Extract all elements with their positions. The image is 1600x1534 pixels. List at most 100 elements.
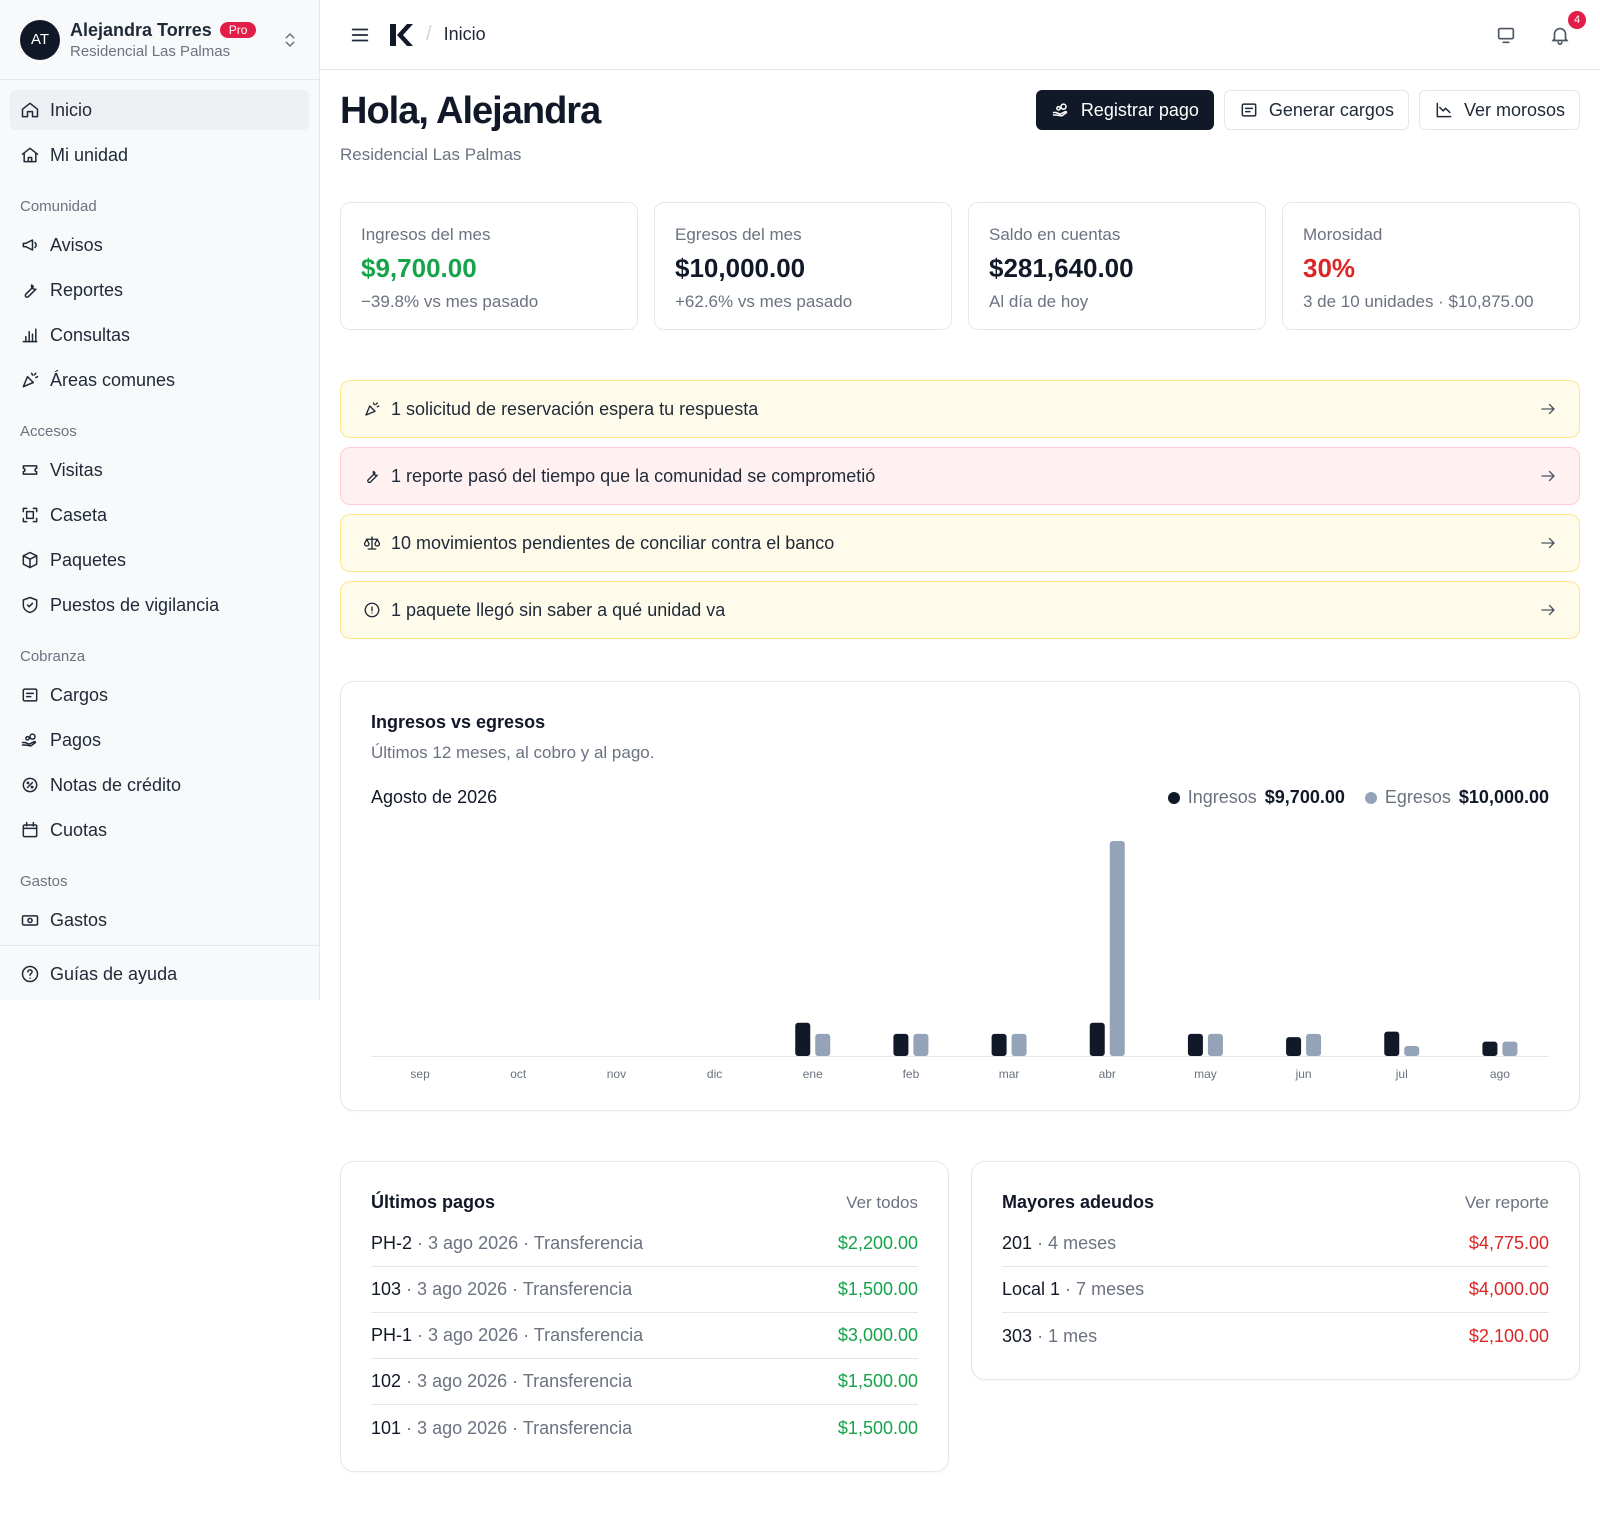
row-unit: PH-1	[371, 1325, 413, 1345]
sidebar-item-inicio[interactable]: Inicio	[10, 90, 309, 130]
x-tick-label: jun	[1295, 1067, 1312, 1081]
bar-ingresos-ene[interactable]	[795, 1022, 811, 1056]
bar-ingresos-may[interactable]	[1187, 1033, 1203, 1056]
menu-button[interactable]	[340, 15, 380, 55]
sidebar-item-label: Puestos de vigilancia	[50, 594, 220, 615]
legend-ingresos: Ingresos $9,700.00	[1167, 787, 1345, 808]
sidebar-item-avisos[interactable]: Avisos	[10, 225, 309, 265]
row-unit: 303	[1002, 1325, 1033, 1346]
notifications-button[interactable]: 4	[1540, 10, 1586, 55]
party-icon	[365, 402, 380, 416]
sidebar-item-puestos-de-vigilancia[interactable]: Puestos de vigilancia	[10, 585, 309, 625]
bar-egresos-mar[interactable]	[1011, 1033, 1027, 1056]
table-row[interactable]: 303 · 1 mes $2,100.00	[1002, 1313, 1549, 1359]
community-switcher[interactable]: AT Alejandra Torres Pro Residencial Las …	[0, 0, 319, 80]
x-tick-label: mar	[999, 1067, 1020, 1081]
bar-ingresos-jun[interactable]	[1286, 1037, 1302, 1056]
x-tick-label: ene	[803, 1067, 823, 1081]
sidebar-item-areas-comunes[interactable]: Áreas comunes	[10, 360, 309, 400]
sidebar-item-consultas[interactable]: Consultas	[10, 315, 309, 355]
row-amount: $1,500.00	[837, 1279, 918, 1299]
debts-list: 201 · 4 meses $4,775.00 Local 1 · 7 meses $…	[1002, 1221, 1549, 1359]
help-circle-icon	[21, 965, 39, 983]
row-amount: $4,775.00	[1468, 1233, 1549, 1253]
table-row[interactable]: Local 1 · 7 meses $4,000.00	[1002, 1267, 1549, 1313]
row-meta: · 1 mes	[1037, 1325, 1098, 1346]
sidebar-item-cargos[interactable]: Cargos	[10, 675, 309, 715]
table-row[interactable]: PH-2 · 3 ago 2026 · Transferencia $2,200.…	[371, 1221, 918, 1267]
generate-charges-button[interactable]: Generar cargos	[1223, 90, 1409, 130]
view-report-link[interactable]: Ver reporte	[1464, 1192, 1549, 1212]
sidebar-item-paquetes[interactable]: Paquetes	[10, 540, 309, 580]
sidebar-item-pagos[interactable]: Pagos	[10, 720, 309, 760]
bar-egresos-ago[interactable]	[1502, 1041, 1518, 1056]
user-name-row: Alejandra Torres Pro	[70, 20, 281, 41]
table-row[interactable]: 102 · 3 ago 2026 · Transferencia $1,500.0…	[371, 1359, 918, 1405]
bar-ingresos-abr[interactable]	[1089, 1022, 1105, 1056]
sidebar-item-reportes[interactable]: Reportes	[10, 270, 309, 310]
row-meta: · 7 meses	[1065, 1279, 1145, 1299]
receipt-icon	[1241, 103, 1257, 117]
community-name: Residencial Las Palmas	[70, 42, 231, 60]
sidebar-item-label: Pagos	[50, 729, 102, 750]
sidebar-item-mi-unidad[interactable]: Mi unidad	[10, 135, 309, 175]
sidebar-item-label: Reportes	[50, 279, 124, 300]
x-tick-label: feb	[903, 1067, 920, 1081]
legend-value: $10,000.00	[1458, 787, 1549, 807]
badge-percent-icon	[22, 777, 38, 793]
banknote-icon	[21, 915, 39, 926]
page-header: Hola, Alejandra Residencial Las Palmas R…	[340, 70, 1580, 196]
bar-egresos-jun[interactable]	[1306, 1033, 1322, 1056]
legend-value: $9,700.00	[1264, 787, 1345, 807]
register-payment-button[interactable]: Registrar pago	[1035, 90, 1214, 130]
row-unit: 102	[371, 1371, 402, 1391]
arrow-right-icon	[1541, 470, 1555, 482]
bar-egresos-may[interactable]	[1207, 1033, 1223, 1056]
brand-logo-icon[interactable]	[388, 22, 414, 48]
bar-egresos-jul[interactable]	[1404, 1046, 1420, 1056]
bar-chart: sep oct nov dic ene feb mar abr may jun jul ago	[371, 841, 1549, 1081]
sidebar-item-visitas[interactable]: Visitas	[10, 450, 309, 490]
stat-value: $9,700.00	[361, 253, 477, 283]
table-row[interactable]: PH-1 · 3 ago 2026 · Transferencia $3,000.…	[371, 1313, 918, 1359]
alert-item[interactable]: 1 paquete llegó sin saber a qué unidad v…	[340, 581, 1580, 639]
row-amount: $1,500.00	[837, 1417, 918, 1438]
sidebar-item-label: Áreas comunes	[50, 369, 176, 390]
alert-item[interactable]: 1 reporte pasó del tiempo que la comunid…	[340, 447, 1580, 505]
sidebar-item-notas-de-credito[interactable]: Notas de crédito	[10, 765, 309, 805]
table-row[interactable]: 101 · 3 ago 2026 · Transferencia $1,500.0…	[371, 1405, 918, 1451]
row-meta: · 4 meses	[1037, 1233, 1117, 1253]
sidebar-item-label: Cargos	[50, 684, 109, 705]
sidebar-section-comunidad: Comunidad	[20, 198, 97, 215]
table-row[interactable]: 103 · 3 ago 2026 · Transferencia $1,500.0…	[371, 1267, 918, 1313]
alert-item[interactable]: 1 solicitud de reservación espera tu res…	[340, 380, 1580, 438]
sidebar-item-cuotas[interactable]: Cuotas	[10, 810, 309, 850]
view-debtors-button[interactable]: Ver morosos	[1418, 90, 1580, 130]
sidebar-section-gastos: Gastos	[20, 873, 68, 890]
x-tick-label: abr	[1099, 1067, 1116, 1081]
view-all-payments-link[interactable]: Ver todos	[846, 1192, 918, 1212]
bar-egresos-ene[interactable]	[815, 1033, 831, 1056]
avatar: AT	[20, 19, 60, 60]
sidebar-divider	[0, 945, 319, 946]
table-row[interactable]: 201 · 4 meses $4,775.00	[1002, 1221, 1549, 1267]
bar-ingresos-mar[interactable]	[991, 1033, 1007, 1056]
sidebar-item-gastos[interactable]: Gastos	[10, 900, 309, 940]
chart-title: Ingresos vs egresos	[371, 712, 546, 732]
page-title: Hola, Alejandra	[340, 90, 601, 132]
display-button[interactable]	[1486, 15, 1526, 55]
chart-legend: Ingresos $9,700.00 Egresos $10,000.00	[1167, 787, 1549, 808]
bar-ingresos-ago[interactable]	[1482, 1041, 1498, 1056]
sidebar-nav: Inicio Mi unidad Comunidad Avisos Reportes Co…	[0, 80, 319, 1009]
alert-item[interactable]: 10 movimientos pendientes de conciliar c…	[340, 514, 1580, 572]
sidebar-item-caseta[interactable]: Caseta	[10, 495, 309, 535]
row-unit: 101	[371, 1417, 402, 1438]
bar-egresos-abr[interactable]	[1109, 841, 1125, 1056]
bar-ingresos-jul[interactable]	[1384, 1031, 1400, 1056]
x-tick-label: may	[1194, 1067, 1217, 1081]
legend-name: Ingresos	[1187, 787, 1257, 807]
row-label: Local 1 · 7 meses	[1002, 1279, 1144, 1300]
bar-ingresos-feb[interactable]	[893, 1033, 909, 1056]
sidebar-item-help[interactable]: Guías de ayuda	[10, 954, 309, 994]
bar-egresos-feb[interactable]	[913, 1033, 929, 1056]
